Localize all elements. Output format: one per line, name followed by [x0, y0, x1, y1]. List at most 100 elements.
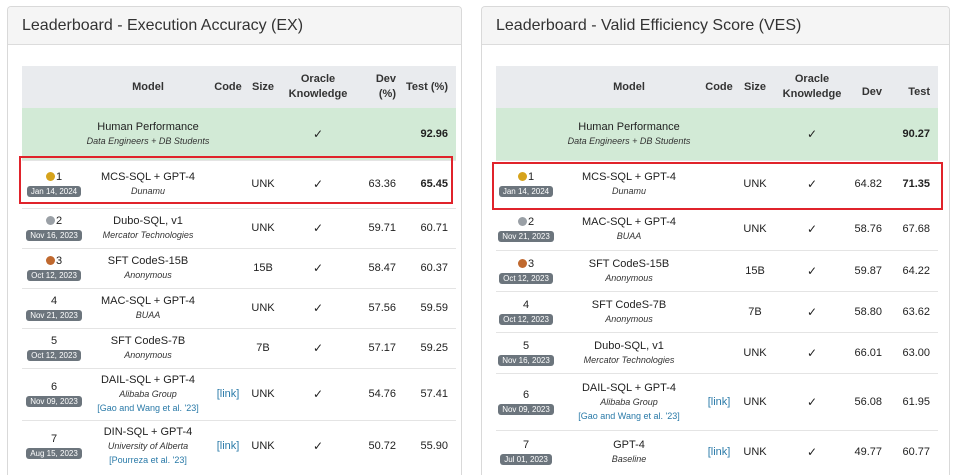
- model-cell: DIN-SQL + GPT-4 University of Alberta [P…: [86, 419, 210, 472]
- test-score: 63.62: [890, 290, 938, 332]
- model-name: SFT CodeS-7B: [110, 335, 186, 347]
- ves-panel-title: Leaderboard - Valid Efficiency Score (VE…: [482, 7, 949, 45]
- rank-number: 6: [522, 388, 530, 401]
- size-cell: UNK: [246, 367, 280, 420]
- size-cell: UNK: [736, 207, 774, 250]
- human-performance-row: Human Performance Data Engineers + DB St…: [22, 108, 456, 160]
- code-link[interactable]: [210, 287, 246, 328]
- size-cell: UNK: [246, 287, 280, 328]
- rank-number: 2: [527, 216, 535, 228]
- oracle-check-icon: ✓: [774, 429, 850, 474]
- oracle-check-icon: ✓: [280, 159, 356, 208]
- model-cell: DAIL-SQL + GPT-4 Alibaba Group [Gao and …: [556, 372, 702, 430]
- size-cell: UNK: [736, 159, 774, 208]
- dev-header: Dev (%): [356, 66, 404, 108]
- rank-cell: 3 Oct 12, 2023: [22, 247, 86, 288]
- model-name: Dubo-SQL, v1: [594, 339, 664, 352]
- rank-number: 5: [522, 339, 530, 352]
- model-org: Baseline: [611, 454, 647, 465]
- code-link[interactable]: [702, 331, 736, 373]
- rank-cell: 4 Oct 12, 2023: [496, 290, 556, 332]
- model-org: Data Engineers + DB Students: [567, 135, 691, 146]
- code-link[interactable]: [link]: [702, 429, 736, 474]
- table-row: 4 Nov 21, 2023 MAC-SQL + GPT-4 BUAA UNK …: [22, 287, 456, 328]
- oracle-check-icon: ✓: [280, 207, 356, 248]
- rank-label: 2: [22, 214, 86, 228]
- date-badge: Aug 15, 2023: [26, 448, 82, 460]
- ex-leaderboard-panel: Leaderboard - Execution Accuracy (EX) Mo…: [7, 6, 462, 475]
- model-name: Human Performance: [97, 120, 199, 133]
- table-row: 1 Jan 14, 2024 MCS-SQL + GPT-4 Dunamu UN…: [22, 159, 456, 208]
- code-link[interactable]: [210, 247, 246, 288]
- rank-number: 2: [55, 215, 63, 227]
- date-badge: Oct 12, 2023: [27, 350, 81, 361]
- model-org: Dunamu: [130, 186, 166, 196]
- model-org: BUAA: [135, 310, 161, 320]
- model-cell: DAIL-SQL + GPT-4 Alibaba Group [Gao and …: [86, 367, 210, 420]
- code-link[interactable]: [link]: [210, 367, 246, 420]
- oracle-header: Oracle Knowledge: [280, 66, 356, 108]
- model-org: Dunamu: [611, 186, 647, 196]
- code-link[interactable]: [702, 249, 736, 291]
- paper-citation-link[interactable]: [Pourreza et al. '23]: [109, 455, 187, 466]
- code-link[interactable]: [link]: [210, 419, 246, 472]
- size-header: Size: [736, 66, 774, 108]
- rank-label: 4: [496, 298, 556, 312]
- model-cell: MAC-SQL + GPT-4 BUAA: [86, 287, 210, 328]
- rank-cell: 5 Nov 16, 2023: [496, 331, 556, 373]
- code-link[interactable]: [210, 207, 246, 248]
- test-header: Test: [890, 66, 938, 108]
- code-link[interactable]: [702, 290, 736, 332]
- oracle-check-icon: ✓: [280, 419, 356, 472]
- table-row: 5 Nov 16, 2023 Dubo-SQL, v1 Mercator Tec…: [496, 331, 938, 373]
- table-row: 3 Oct 12, 2023 SFT CodeS-15B Anonymous 1…: [496, 249, 938, 291]
- test-score: 59.59: [404, 287, 456, 328]
- oracle-header: Oracle Knowledge: [774, 66, 850, 108]
- test-score: 60.37: [404, 247, 456, 288]
- table-row: 7 Jul 01, 2023 GPT-4 Baseline [link] UNK…: [496, 429, 938, 474]
- model-cell: MCS-SQL + GPT-4 Dunamu: [86, 159, 210, 208]
- rank-number: 5: [50, 335, 58, 347]
- model-cell: Dubo-SQL, v1 Mercator Technologies: [556, 331, 702, 373]
- date-badge: Nov 09, 2023: [498, 403, 554, 415]
- code-link[interactable]: [link]: [702, 372, 736, 430]
- size-cell: UNK: [736, 429, 774, 474]
- model-name: SFT CodeS-15B: [107, 255, 189, 267]
- table-row: 2 Nov 21, 2023 MAC-SQL + GPT-4 BUAA UNK …: [496, 207, 938, 250]
- code-link[interactable]: [210, 327, 246, 368]
- rank-label: 7: [496, 438, 556, 452]
- model-cell: SFT CodeS-7B Anonymous: [86, 327, 210, 368]
- rank-cell: 7 Jul 01, 2023: [496, 429, 556, 474]
- model-org: BUAA: [616, 231, 642, 241]
- model-cell: SFT CodeS-7B Anonymous: [556, 290, 702, 332]
- test-score: 55.90: [404, 419, 456, 472]
- test-score: 60.77: [890, 429, 938, 474]
- model-name: DAIL-SQL + GPT-4: [581, 381, 677, 394]
- rank-header: [496, 66, 556, 108]
- code-link[interactable]: [702, 159, 736, 208]
- table-row: 6 Nov 09, 2023 DAIL-SQL + GPT-4 Alibaba …: [496, 372, 938, 430]
- trophy-icon: [45, 172, 55, 181]
- rank-number: 3: [55, 255, 63, 267]
- model-cell: SFT CodeS-15B Anonymous: [86, 247, 210, 288]
- oracle-check-icon: ✓: [280, 327, 356, 368]
- model-name: Human Performance: [578, 120, 680, 133]
- paper-citation-link[interactable]: [Gao and Wang et al. '23]: [578, 410, 680, 421]
- dev-score: 57.17: [356, 327, 404, 368]
- rank-cell: 7 Aug 15, 2023: [22, 419, 86, 472]
- code-link[interactable]: [210, 159, 246, 208]
- oracle-check-icon: ✓: [280, 108, 356, 160]
- model-org: Data Engineers + DB Students: [86, 135, 210, 146]
- paper-citation-link[interactable]: [Gao and Wang et al. '23]: [97, 403, 199, 413]
- rank-cell: 1 Jan 14, 2024: [22, 159, 86, 208]
- model-name: GPT-4: [613, 439, 645, 452]
- silver-medal-icon: [517, 217, 527, 226]
- rank-number: 4: [50, 295, 58, 307]
- rank-number: 6: [50, 381, 58, 393]
- test-score: 65.45: [404, 159, 456, 208]
- rank-header: [22, 66, 86, 108]
- size-cell: [736, 108, 774, 160]
- size-cell: 7B: [736, 290, 774, 332]
- code-link[interactable]: [702, 207, 736, 250]
- test-score: 67.68: [890, 207, 938, 250]
